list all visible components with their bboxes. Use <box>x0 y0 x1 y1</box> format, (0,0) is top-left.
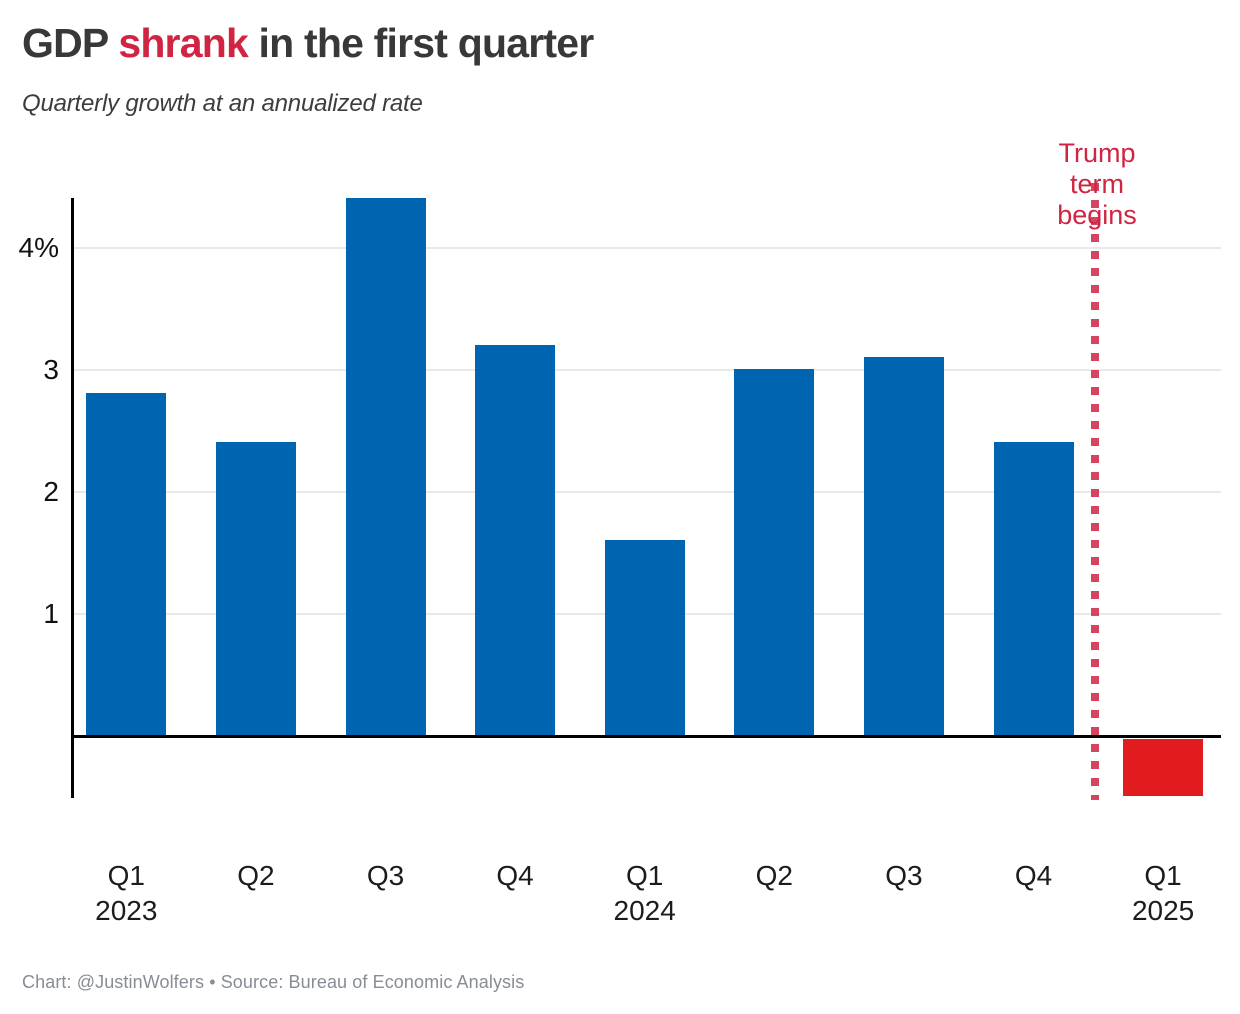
bar-q3-2024 <box>863 356 944 735</box>
gridline-2 <box>71 491 1221 493</box>
annotation-line: term <box>1070 169 1124 199</box>
y-tick-label-3: 3 <box>43 354 59 385</box>
bar-q3-2023 <box>345 198 426 735</box>
zero-baseline <box>71 735 1221 738</box>
y-tick-label-2: 2 <box>43 476 59 507</box>
x-tick-quarter: Q1 <box>1144 860 1182 891</box>
y-tick-label-4: 4% <box>18 232 59 263</box>
x-tick-quarter: Q4 <box>496 860 534 891</box>
bar-q4-2023 <box>475 344 556 735</box>
x-tick-label-q4-2023: Q4 <box>450 858 580 893</box>
chart-subtitle: Quarterly growth at an annualized rate <box>22 90 423 117</box>
x-tick-quarter: Q3 <box>885 860 923 891</box>
annotation-line: begins <box>1057 200 1137 230</box>
title-highlight-shrank: shrank <box>118 20 248 66</box>
x-tick-year: 2023 <box>95 895 158 926</box>
bar-q1-2023 <box>86 393 167 735</box>
x-tick-label-q1-2023: Q1 2023 <box>61 858 191 928</box>
x-tick-label-q1-2024: Q1 2024 <box>580 858 710 928</box>
x-tick-quarter: Q1 <box>626 860 664 891</box>
x-tick-label-q4-2024: Q4 <box>969 858 1099 893</box>
x-tick-label-q2-2023: Q2 <box>191 858 321 893</box>
x-tick-quarter: Q3 <box>366 860 405 891</box>
annotation-line: Trump <box>1058 138 1136 168</box>
x-tick-year: 2025 <box>1131 895 1195 926</box>
trump-term-annotation: Trump term begins <box>1027 138 1167 231</box>
chart-credit-source: Chart: @JustinWolfers • Source: Bureau o… <box>22 972 525 992</box>
title-suffix: in the first quarter <box>247 20 595 66</box>
x-tick-label-q2-2024: Q2 <box>709 858 839 893</box>
bar-q1-2024 <box>604 539 685 735</box>
title-prefix: GDP <box>22 20 119 66</box>
x-tick-year: 2024 <box>613 895 676 926</box>
trump-term-dotted-line <box>1091 183 1099 800</box>
y-tick-label-1: 1 <box>43 598 59 629</box>
y-axis-spine <box>71 198 74 798</box>
bar-q2-2024 <box>734 369 815 735</box>
x-tick-label-q1-2025: Q1 2025 <box>1098 858 1228 928</box>
page-title: GDP shrank in the first quarter <box>22 20 595 67</box>
x-tick-quarter: Q2 <box>755 860 793 891</box>
bar-q2-2023 <box>215 442 296 735</box>
bar-q1-2025 <box>1123 739 1204 796</box>
x-tick-quarter: Q1 <box>107 860 145 891</box>
x-tick-label-q3-2024: Q3 <box>839 858 969 893</box>
gdp-bar-chart: 4% 3 2 1 Trump term begins Q1 2023 Q2 Q3 Q4 Q1 2024… <box>19 138 1221 926</box>
x-tick-quarter: Q4 <box>1014 860 1053 891</box>
gridline-4 <box>71 247 1221 249</box>
x-tick-label-q3-2023: Q3 <box>321 858 451 893</box>
bar-q4-2024 <box>993 442 1074 735</box>
x-tick-quarter: Q2 <box>237 860 275 891</box>
gridline-3 <box>71 369 1221 371</box>
